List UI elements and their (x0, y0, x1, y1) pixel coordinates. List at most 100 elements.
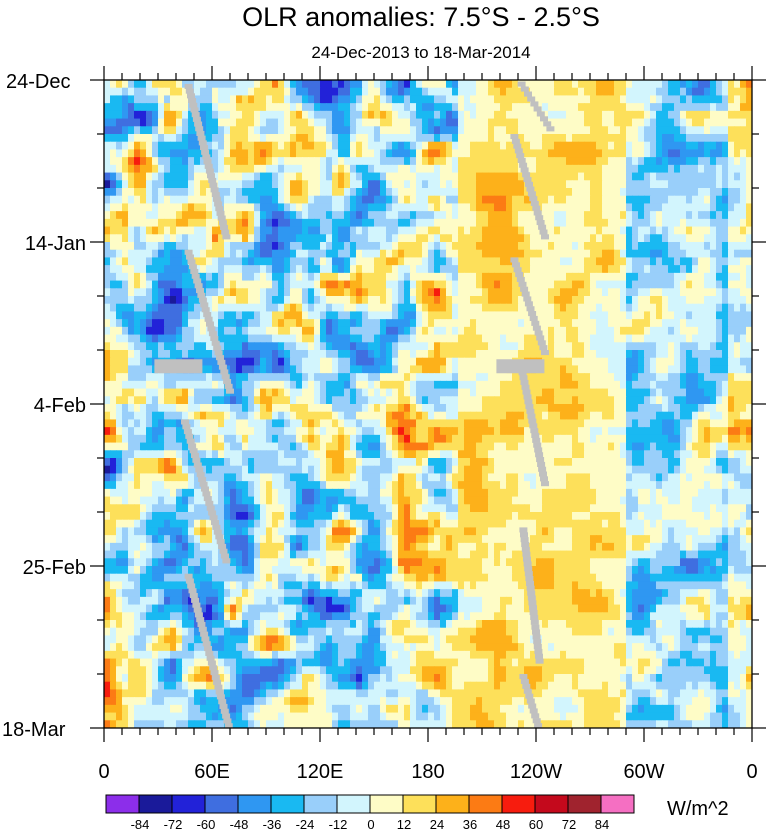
anomaly-cell (590, 203, 597, 212)
anomaly-cell (374, 157, 381, 166)
anomaly-cell (650, 110, 657, 120)
anomaly-cell (284, 110, 291, 120)
anomaly-cell (434, 319, 441, 328)
anomaly-cell (170, 134, 177, 143)
anomaly-cell (314, 149, 321, 158)
anomaly-cell (464, 249, 471, 259)
anomaly-cell (272, 357, 279, 367)
anomaly-cell (242, 434, 249, 444)
anomaly-cell (572, 180, 579, 189)
anomaly-cell (386, 404, 393, 413)
anomaly-cell (230, 118, 237, 127)
anomaly-cell (284, 218, 291, 228)
anomaly-cell (716, 326, 723, 336)
anomaly-cell (482, 319, 489, 328)
anomaly-cell (482, 373, 489, 382)
anomaly-cell (122, 265, 129, 274)
anomaly-cell (638, 157, 645, 166)
anomaly-cell (548, 80, 555, 89)
anomaly-cell (422, 257, 429, 266)
anomaly-cell (320, 427, 327, 436)
anomaly-cell (620, 334, 627, 343)
anomaly-cell (320, 149, 327, 158)
anomaly-cell (572, 103, 579, 112)
anomaly-cell (194, 350, 201, 359)
anomaly-cell (446, 373, 453, 382)
anomaly-cell (530, 380, 537, 390)
anomaly-cell (416, 87, 423, 97)
anomaly-cell (212, 172, 219, 181)
anomaly-cell (542, 103, 549, 112)
anomaly-cell (158, 226, 165, 235)
anomaly-cell (290, 110, 297, 120)
anomaly-cell (452, 80, 459, 89)
anomaly-cell (410, 272, 417, 282)
anomaly-cell (590, 319, 597, 328)
anomaly-cell (380, 311, 387, 320)
anomaly-cell (140, 249, 147, 259)
anomaly-cell (236, 303, 243, 313)
anomaly-cell (566, 234, 573, 243)
anomaly-cell (374, 365, 381, 374)
anomaly-cell (404, 427, 411, 436)
anomaly-cell (554, 303, 561, 313)
anomaly-cell (680, 80, 687, 89)
anomaly-cell (212, 404, 219, 413)
anomaly-cell (734, 373, 741, 382)
anomaly-cell (446, 342, 453, 351)
anomaly-cell (710, 296, 717, 305)
anomaly-cell (212, 226, 219, 235)
anomaly-cell (374, 303, 381, 313)
anomaly-cell (332, 357, 339, 367)
anomaly-cell (404, 195, 411, 205)
anomaly-cell (734, 303, 741, 313)
anomaly-cell (440, 350, 447, 359)
anomaly-cell (404, 257, 411, 266)
anomaly-cell (290, 226, 297, 235)
anomaly-cell (638, 180, 645, 189)
anomaly-cell (200, 419, 207, 428)
anomaly-cell (398, 118, 405, 127)
anomaly-cell (446, 218, 453, 228)
anomaly-cell (176, 110, 183, 120)
anomaly-cell (182, 126, 189, 135)
anomaly-cell (704, 411, 711, 421)
anomaly-cell (122, 80, 129, 89)
anomaly-cell (686, 203, 693, 212)
anomaly-cell (290, 272, 297, 282)
anomaly-cell (548, 103, 555, 112)
anomaly-cell (692, 272, 699, 282)
anomaly-cell (212, 396, 219, 405)
anomaly-cell (554, 157, 561, 166)
anomaly-cell (128, 203, 135, 212)
anomaly-cell (710, 157, 717, 166)
anomaly-cell (536, 296, 543, 305)
anomaly-cell (548, 211, 555, 220)
anomaly-cell (272, 280, 279, 289)
anomaly-cell (248, 350, 255, 359)
anomaly-cell (578, 404, 585, 413)
anomaly-cell (500, 411, 507, 421)
anomaly-cell (524, 103, 531, 112)
anomaly-cell (668, 303, 675, 313)
anomaly-cell (362, 411, 369, 421)
anomaly-cell (494, 288, 501, 297)
anomaly-cell (674, 203, 681, 212)
anomaly-cell (140, 373, 147, 382)
anomaly-cell (446, 157, 453, 166)
anomaly-cell (650, 326, 657, 336)
anomaly-cell (362, 218, 369, 228)
anomaly-cell (656, 141, 663, 151)
anomaly-cell (440, 396, 447, 405)
anomaly-cell (230, 427, 237, 436)
anomaly-cell (104, 380, 111, 390)
anomaly-cell (218, 280, 225, 289)
anomaly-cell (704, 195, 711, 205)
anomaly-cell (104, 126, 111, 135)
anomaly-cell (440, 234, 447, 243)
anomaly-cell (458, 334, 465, 343)
anomaly-cell (362, 388, 369, 397)
anomaly-cell (116, 195, 123, 205)
anomaly-cell (152, 134, 159, 143)
anomaly-cell (170, 342, 177, 351)
